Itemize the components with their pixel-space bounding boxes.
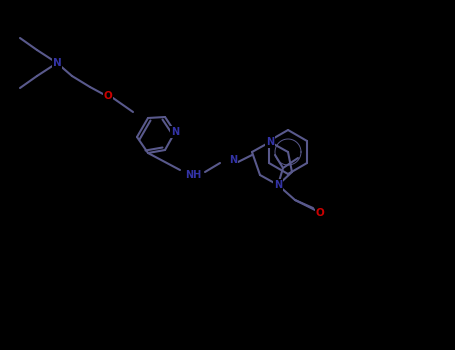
Text: N: N [171,127,179,137]
Text: NH: NH [185,170,201,180]
Text: N: N [53,58,61,68]
Text: N: N [229,155,237,165]
Text: O: O [316,208,324,218]
Text: N: N [274,180,282,190]
Text: N: N [266,137,274,147]
Text: O: O [104,91,112,101]
